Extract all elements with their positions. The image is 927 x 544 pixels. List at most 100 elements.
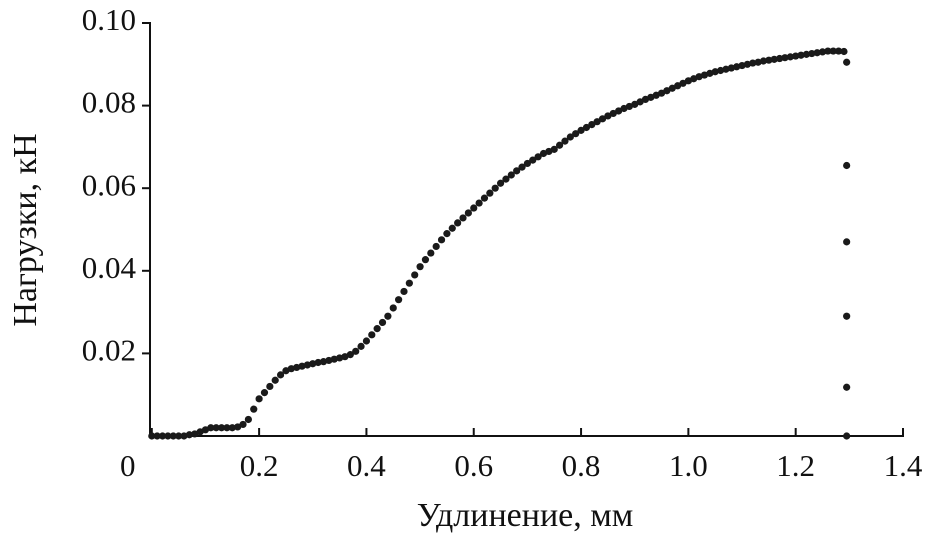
data-point	[765, 56, 773, 64]
data-point	[330, 355, 338, 363]
data-point	[260, 389, 269, 397]
data-point	[298, 362, 306, 370]
data-point	[432, 242, 440, 251]
data-point	[454, 219, 462, 227]
data-point	[405, 279, 413, 287]
data-point	[843, 312, 851, 320]
data-point	[395, 296, 403, 304]
data-point	[716, 66, 725, 75]
data-point	[743, 60, 751, 68]
data-point	[609, 109, 617, 118]
data-point	[668, 84, 676, 92]
data-point	[657, 89, 666, 97]
data-point	[733, 63, 741, 71]
x-tick-label: 1.0	[669, 448, 708, 483]
data-point	[427, 249, 435, 257]
data-point	[529, 156, 537, 164]
data-point	[480, 194, 489, 202]
data-point	[164, 432, 172, 440]
x-axis-title: Удлинение, мм	[417, 497, 634, 534]
data-point	[223, 424, 231, 432]
data-point	[244, 415, 252, 424]
data-point	[663, 87, 671, 95]
data-point	[389, 304, 397, 312]
x-tick-label: 0.8	[562, 448, 601, 483]
data-point	[749, 59, 757, 67]
data-point	[486, 189, 494, 197]
data-point	[464, 209, 472, 217]
data-point	[384, 312, 392, 320]
x-tick-label: 0.6	[454, 448, 493, 483]
data-point	[843, 432, 851, 440]
data-point	[319, 358, 328, 366]
data-point	[271, 376, 279, 384]
data-point	[357, 342, 365, 350]
x-tick-label: 0.4	[347, 448, 386, 483]
data-point	[250, 405, 258, 413]
x-tick-label: 1.2	[776, 448, 815, 483]
data-point	[507, 171, 515, 179]
data-point	[843, 383, 851, 391]
data-point	[770, 55, 778, 63]
data-point	[679, 79, 687, 87]
data-point	[217, 424, 226, 432]
data-point	[818, 48, 827, 56]
data-point	[593, 118, 601, 126]
data-point	[266, 382, 274, 391]
data-point	[775, 54, 784, 63]
data-point	[797, 51, 805, 59]
data-point	[550, 145, 558, 153]
data-point	[378, 318, 387, 327]
data-point	[786, 53, 794, 61]
data-point	[674, 82, 682, 90]
data-point	[843, 58, 851, 66]
data-point	[824, 47, 832, 55]
y-axis-title: Нагрузки, кН	[7, 133, 44, 326]
data-point	[336, 354, 344, 362]
data-point	[148, 432, 156, 440]
data-point	[234, 423, 242, 431]
data-point	[228, 424, 236, 432]
data-point	[416, 263, 424, 271]
data-point	[314, 358, 322, 367]
data-point	[362, 337, 371, 345]
data-point	[411, 271, 419, 279]
data-point	[781, 54, 789, 62]
data-point	[835, 47, 843, 55]
data-point	[448, 224, 456, 232]
data-point	[561, 137, 569, 145]
data-point	[470, 204, 478, 212]
data-point	[185, 431, 193, 439]
data-point	[829, 47, 837, 55]
data-point	[169, 432, 177, 440]
data-point	[615, 107, 623, 115]
data-point	[443, 230, 451, 238]
y-tick-label: 0.08	[82, 85, 136, 120]
y-tick-label: 0.04	[82, 250, 137, 285]
x-tick-label: 0	[120, 448, 136, 483]
data-point	[572, 130, 580, 138]
data-point	[523, 159, 532, 168]
data-point	[754, 58, 762, 66]
data-point	[808, 49, 816, 58]
data-point	[802, 50, 811, 58]
data-point	[759, 57, 768, 65]
data-point	[843, 238, 851, 246]
data-point	[534, 153, 542, 161]
y-tick-label: 0.06	[82, 167, 136, 202]
x-tick-label: 0.2	[240, 448, 279, 483]
data-point	[582, 123, 591, 132]
data-point	[207, 424, 215, 432]
data-point	[518, 163, 526, 171]
y-tick-label: 0.10	[82, 2, 136, 37]
data-point	[598, 115, 607, 123]
data-point	[309, 360, 317, 368]
data-point	[158, 432, 167, 440]
data-point	[373, 325, 381, 333]
data-point	[631, 100, 639, 108]
data-point	[475, 199, 483, 207]
data-point	[325, 356, 333, 365]
data-point	[293, 363, 301, 372]
y-tick-label: 0.02	[82, 333, 136, 368]
